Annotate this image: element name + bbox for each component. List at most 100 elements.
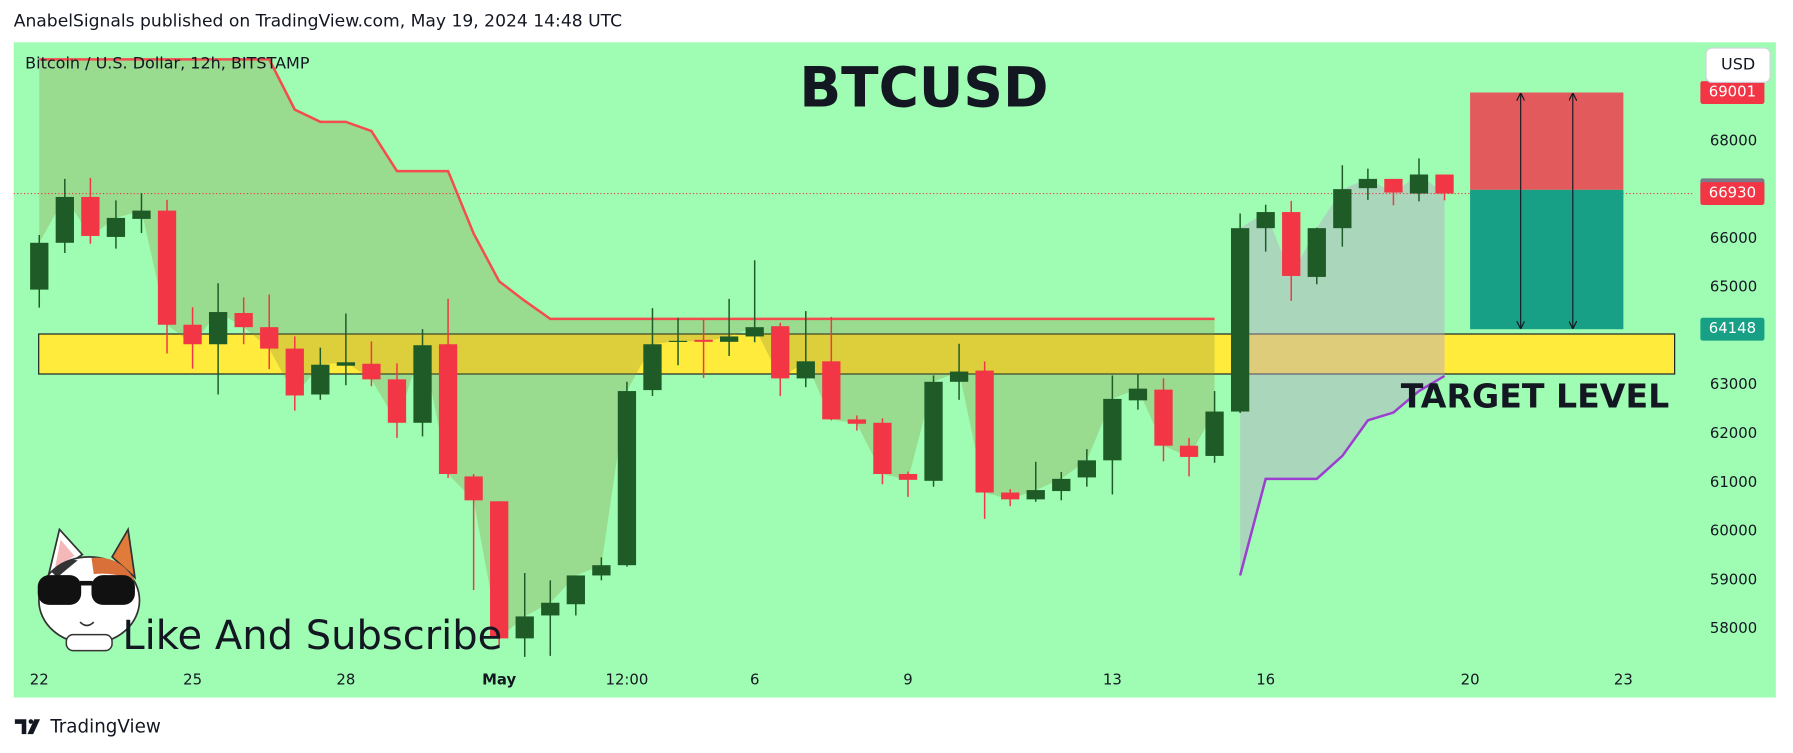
candle-body: [81, 196, 100, 236]
candle-body: [566, 575, 585, 605]
x-tick-label: 16: [1256, 670, 1275, 688]
target-price-label: 64148: [1709, 319, 1756, 337]
candle-body: [1333, 189, 1352, 229]
footer-brand: TradingView: [49, 716, 161, 737]
candle-body: [183, 324, 202, 345]
candle-body: [1052, 478, 1071, 492]
x-tick-label: May: [482, 670, 516, 688]
plot-area: [13, 58, 1693, 657]
candle-body: [1307, 228, 1326, 277]
candle-body: [1230, 228, 1250, 412]
candle-body: [1154, 389, 1173, 446]
candle-body: [1103, 398, 1122, 461]
x-tick-label: 28: [336, 670, 355, 688]
cat-mascot: [37, 526, 141, 652]
x-tick-label: 22: [30, 670, 49, 688]
candle-body: [464, 476, 483, 501]
indicator-line: [39, 58, 1215, 321]
cloud-area: [39, 59, 1215, 639]
candle-body: [873, 422, 892, 474]
candle-body: [668, 340, 688, 342]
candle-body: [285, 348, 304, 396]
candle-body: [1435, 174, 1454, 194]
candle-body: [617, 391, 637, 566]
stop-price-label: 69001: [1709, 83, 1756, 101]
cloud-area: [1240, 174, 1445, 576]
candle-body: [234, 313, 253, 328]
candle-body: [1001, 492, 1020, 500]
x-tick-label: 20: [1461, 670, 1480, 688]
candle-body: [1179, 445, 1199, 457]
symbol-legend: Bitcoin / U.S. Dollar, 12h, BITSTAMP: [25, 54, 310, 73]
x-tick-label: 13: [1103, 670, 1122, 688]
candle-body: [745, 327, 764, 337]
candle-body: [719, 336, 739, 342]
subscribe-annotation: Like And Subscribe: [122, 613, 502, 659]
candle-body: [796, 361, 815, 379]
x-tick-label: 12:00: [606, 670, 649, 688]
candle-body: [30, 242, 49, 290]
candle-body: [55, 196, 74, 243]
last-price-label: 66930: [1709, 184, 1756, 202]
candle-body: [924, 381, 943, 481]
indicator-line: [1238, 374, 1446, 576]
y-tick-label: 60000: [1710, 522, 1757, 540]
y-tick-label: 65000: [1710, 278, 1757, 296]
currency-button[interactable]: [1705, 47, 1771, 83]
y-tick-label: 61000: [1710, 473, 1757, 491]
candle-body: [1384, 178, 1403, 193]
candle-body: [490, 501, 509, 639]
candle-body: [311, 364, 330, 395]
y-tick-label: 59000: [1710, 570, 1757, 588]
chart-title: BTCUSD: [799, 56, 1048, 120]
y-tick-label: 63000: [1710, 375, 1757, 393]
publish-header: AnabelSignals published on TradingView.c…: [14, 12, 622, 32]
candle-body: [898, 473, 918, 480]
candle-body: [515, 616, 534, 639]
candle-body: [541, 602, 560, 616]
y-tick-label: 68000: [1710, 131, 1757, 149]
candle-body: [694, 339, 713, 342]
candle-body: [847, 419, 867, 424]
candle-body: [1256, 212, 1275, 229]
candle-body: [1077, 460, 1096, 478]
candle-body: [949, 371, 969, 382]
target-price-label-box: [1700, 317, 1765, 341]
candle-body: [157, 210, 177, 325]
x-tick-label: 25: [183, 670, 202, 688]
candle-body: [1409, 174, 1429, 194]
x-tick-label: 6: [750, 670, 759, 688]
x-tick-label: 23: [1614, 670, 1633, 688]
currency-label[interactable]: USD: [1721, 55, 1755, 74]
y-tick-label: 62000: [1710, 424, 1757, 442]
zone-label: TARGET LEVEL: [1401, 377, 1669, 416]
candle-body: [643, 344, 662, 391]
candle-body: [362, 363, 381, 380]
y-tick-label: 58000: [1710, 619, 1757, 637]
candle-body: [260, 327, 279, 349]
candle-body: [106, 217, 126, 237]
candle-body: [132, 210, 151, 219]
candle-body: [1358, 178, 1378, 189]
stop-price-label-box: [1700, 81, 1765, 104]
x-tick-label: 9: [903, 670, 912, 688]
candle-body: [1205, 411, 1224, 456]
candle-body: [336, 362, 356, 366]
candle-body: [1128, 388, 1148, 401]
candle-body: [1282, 212, 1301, 276]
overlay: TARGET LEVEL 58000 59000 60000 61000 62000 630…: [30, 81, 1765, 688]
candle-body: [438, 344, 458, 474]
position-stop-box: [1470, 92, 1624, 190]
tradingview-logo: [14, 719, 41, 735]
position-target-box: [1470, 189, 1624, 330]
candle-body: [208, 312, 228, 345]
last-price-label-box: [1700, 182, 1765, 205]
y-tick-label: 66000: [1710, 229, 1757, 247]
candle-body: [592, 565, 611, 576]
candle-body: [1026, 490, 1045, 500]
candle-body: [822, 361, 841, 420]
candle-body: [771, 326, 790, 379]
candle-body: [413, 345, 432, 423]
candle-body: [387, 379, 407, 423]
